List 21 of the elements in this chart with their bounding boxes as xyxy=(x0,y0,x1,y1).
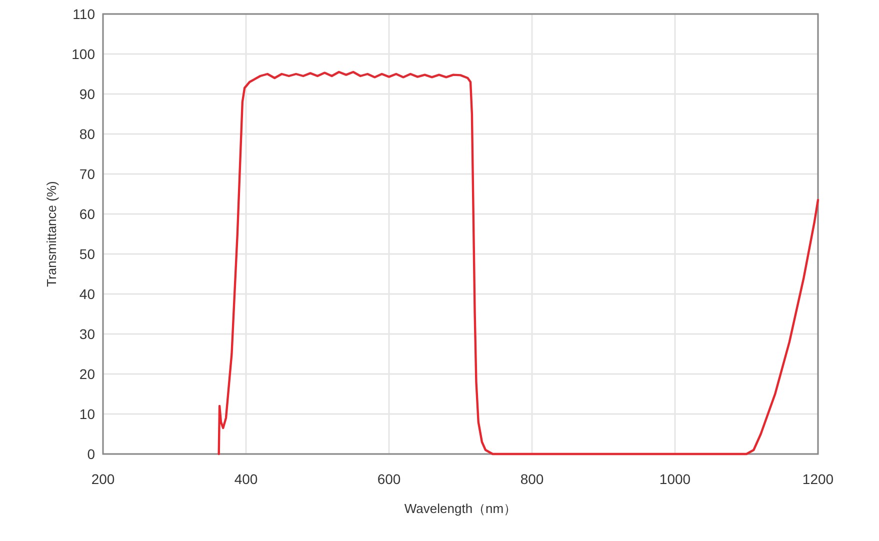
y-tick-label: 110 xyxy=(72,6,96,22)
y-tick-label: 0 xyxy=(87,446,96,462)
x-tick-label: 200 xyxy=(91,471,115,487)
y-tick-label: 60 xyxy=(79,206,96,222)
y-tick-label: 30 xyxy=(79,326,96,342)
x-tick-label: 400 xyxy=(234,471,258,487)
y-tick-label: 80 xyxy=(79,126,96,142)
y-tick-label: 10 xyxy=(79,406,96,422)
x-axis-title: Wavelength（nm） xyxy=(404,501,517,516)
x-tick-label: 800 xyxy=(520,471,544,487)
x-tick-label: 600 xyxy=(377,471,401,487)
y-tick-label: 20 xyxy=(79,366,96,382)
y-tick-label: 40 xyxy=(79,286,96,302)
y-tick-label: 50 xyxy=(79,246,96,262)
y-tick-label: 90 xyxy=(79,86,96,102)
y-axis-title: Transmittance (%) xyxy=(44,181,59,287)
x-tick-label: 1200 xyxy=(802,471,834,487)
y-tick-label: 70 xyxy=(79,166,96,182)
x-tick-label: 1000 xyxy=(659,471,691,487)
y-tick-label: 100 xyxy=(72,46,96,62)
line-series xyxy=(218,70,820,456)
